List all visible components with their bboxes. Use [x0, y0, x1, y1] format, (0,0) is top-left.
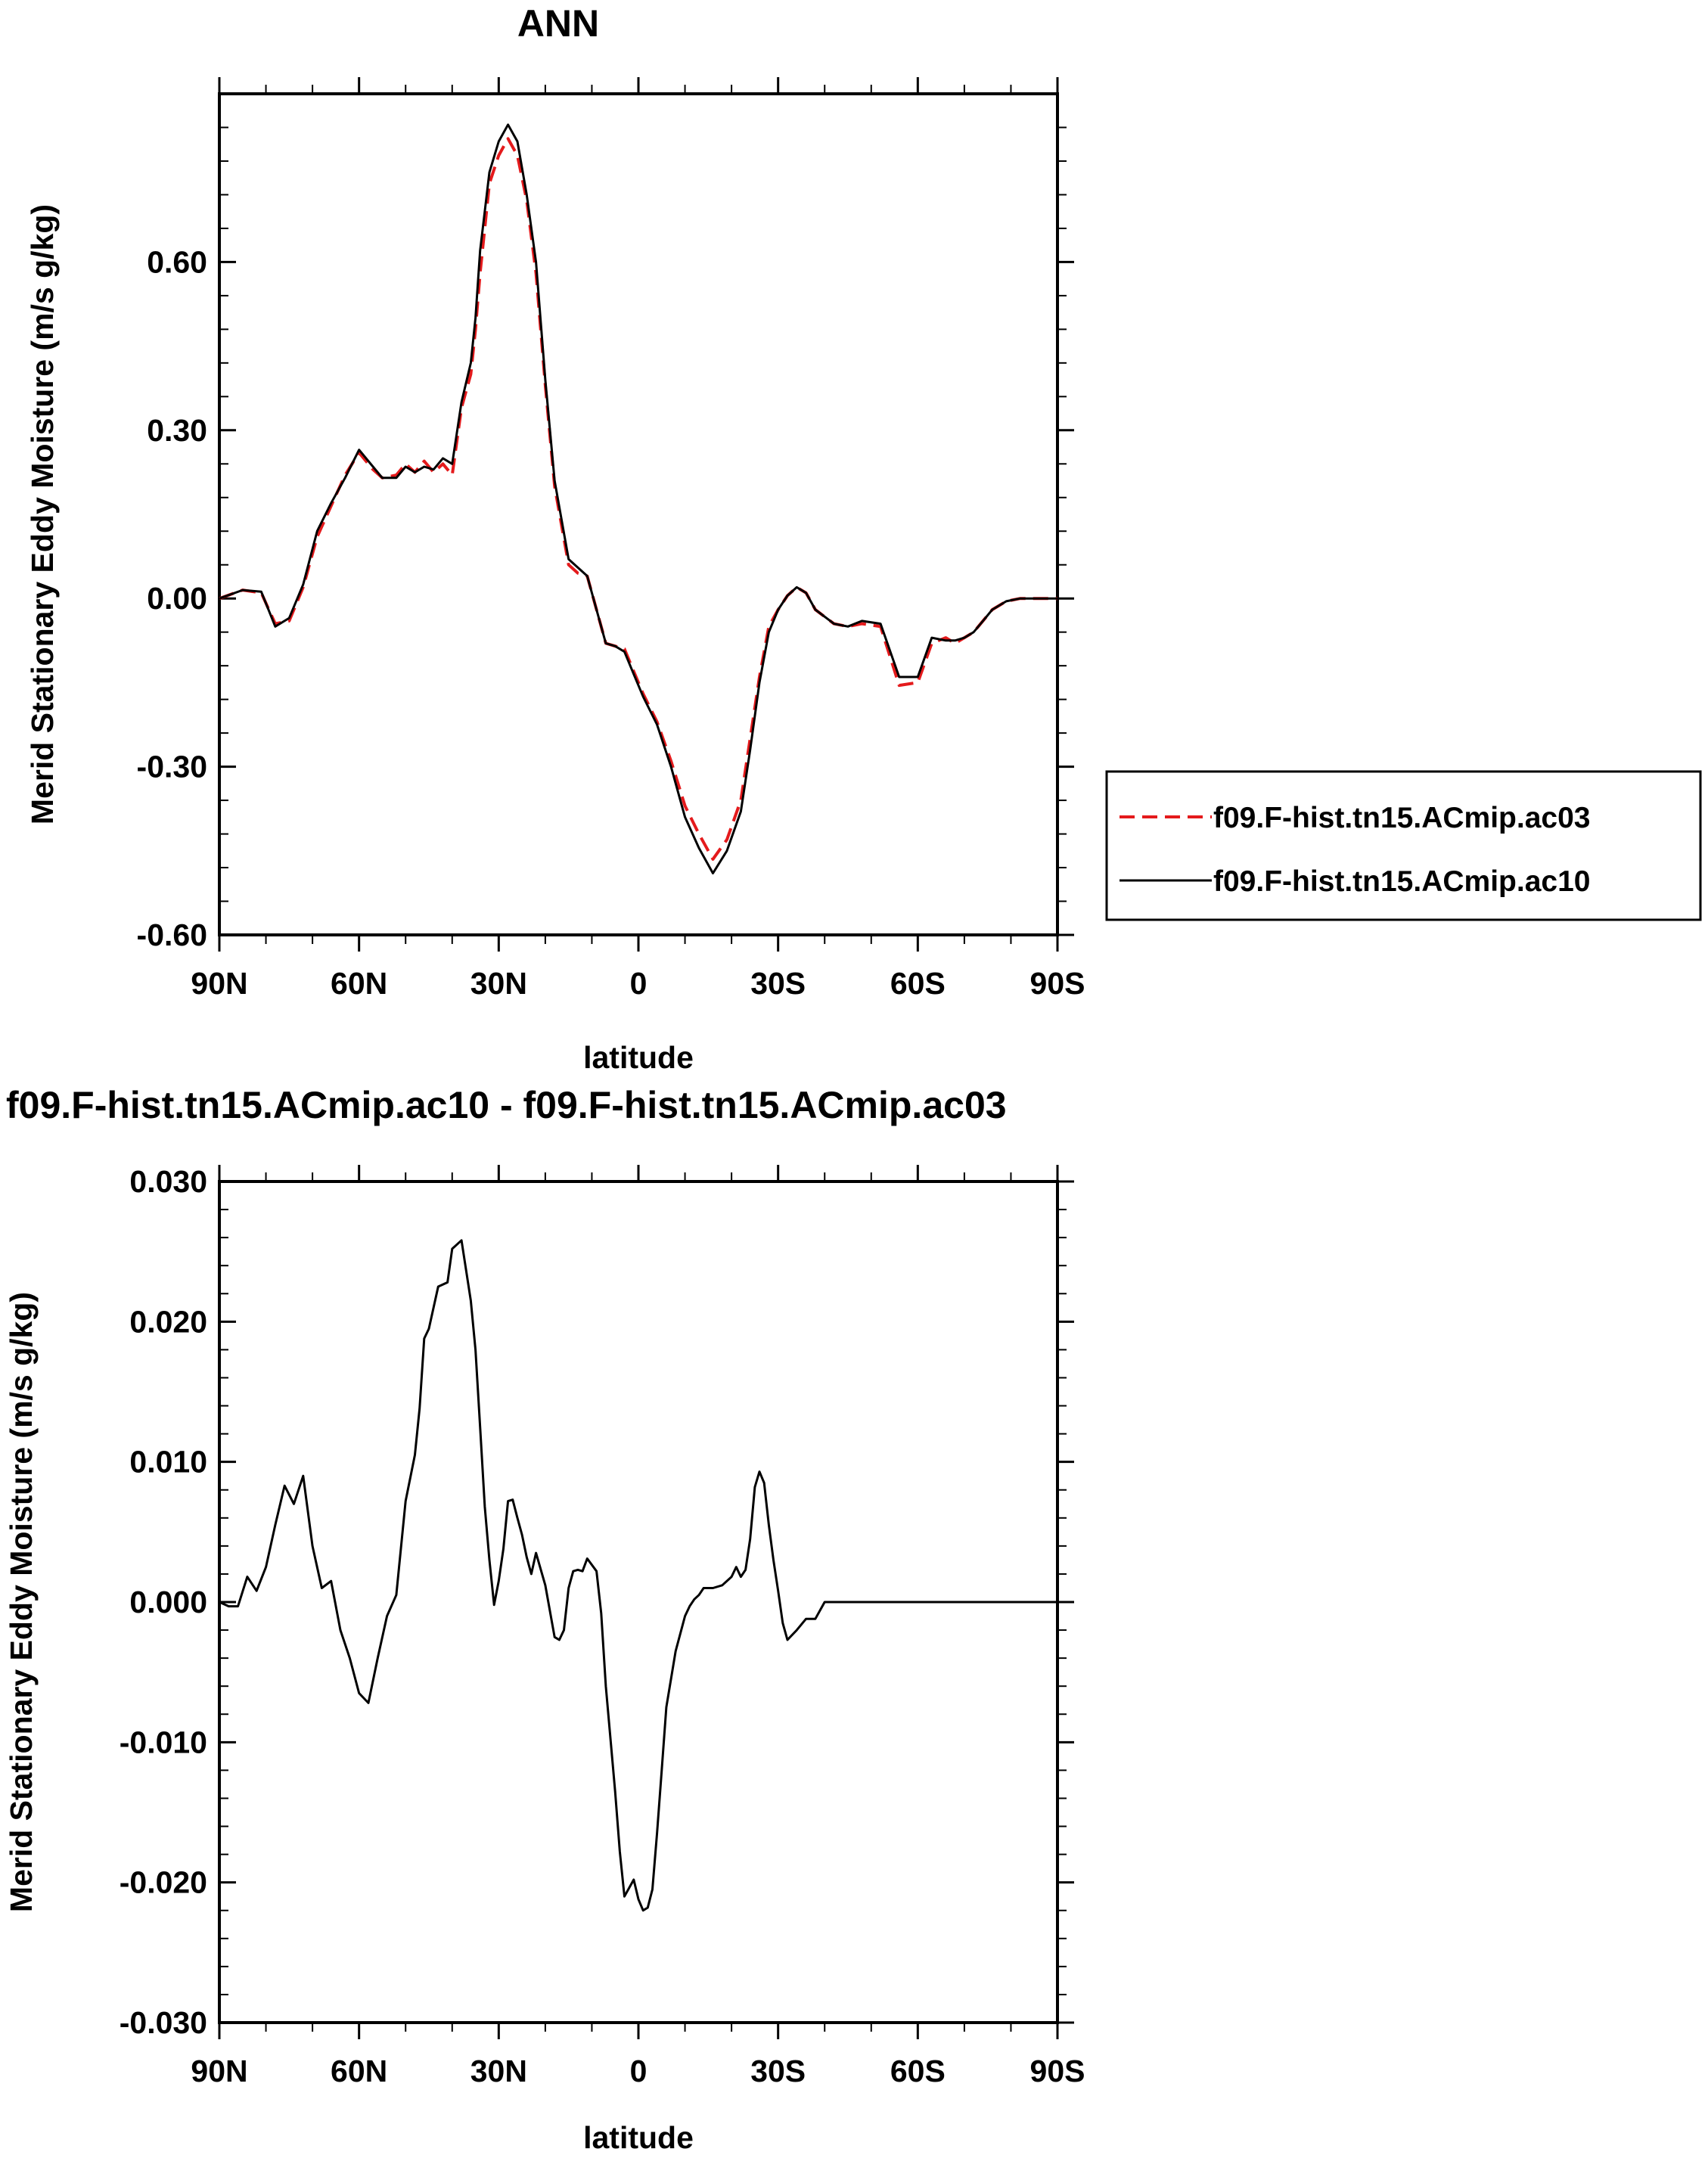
- legend-label-ac03: f09.F-hist.tn15.ACmip.ac03: [1213, 802, 1590, 834]
- top-axis-ticks: 90N 60N 30N 0 30S 60S 90S -0.60 -0.30 0.00 0.30 0.6…: [137, 77, 1085, 1001]
- top-x-tick-label: 0: [630, 966, 647, 1001]
- top-x-tick-label: 30N: [470, 966, 527, 1001]
- bottom-series-lines: [219, 1239, 1057, 1912]
- bottom-y-tick-label: 0.020: [129, 1304, 207, 1339]
- bottom-y-tick-label: -0.030: [120, 2005, 207, 2040]
- legend-label-ac10: f09.F-hist.tn15.ACmip.ac10: [1213, 865, 1590, 898]
- bottom-axis-ticks: 90N 60N 30N 0 30S 60S 90S -0.030 -0.020 -0.010 0.0…: [120, 1164, 1085, 2088]
- bottom-y-tick-label: -0.010: [120, 1725, 207, 1759]
- bottom-x-tick-label: 60N: [331, 2054, 387, 2088]
- top-x-tick-label: 60N: [331, 966, 387, 1001]
- bottom-y-tick-label: 0.030: [129, 1164, 207, 1199]
- bottom-y-axis-label: Merid Stationary Eddy Moisture (m/s g/kg…: [4, 1292, 39, 1912]
- bottom-x-tick-label: 0: [630, 2054, 647, 2088]
- top-x-tick-label: 30S: [750, 966, 806, 1001]
- top-series-lines: [219, 123, 1057, 874]
- bottom-x-tick-label: 30S: [750, 2054, 806, 2088]
- bottom-y-tick-label: -0.020: [120, 1865, 207, 1900]
- top-y-tick-label: -0.60: [137, 918, 207, 952]
- bottom-x-tick-label: 30N: [470, 2054, 527, 2088]
- top-y-tick-label: -0.30: [137, 750, 207, 784]
- top-x-tick-label: 60S: [890, 966, 946, 1001]
- top-plot-frame: [218, 92, 1059, 936]
- top-x-axis-label: latitude: [583, 1040, 694, 1075]
- top-x-tick-label: 90S: [1030, 966, 1085, 1001]
- bottom-x-tick-label: 90S: [1030, 2054, 1085, 2088]
- top-y-tick-label: 0.60: [147, 244, 207, 279]
- top-chart-title: ANN: [517, 2, 599, 45]
- top-x-tick-label: 90N: [191, 966, 247, 1001]
- bottom-chart-title: f09.F-hist.tn15.ACmip.ac10 - f09.F-hist.…: [6, 1084, 1007, 1126]
- legend-box: [1105, 770, 1702, 921]
- top-series-line-0: [219, 137, 1057, 861]
- bottom-y-tick-label: 0.000: [129, 1585, 207, 1619]
- bottom-x-axis-label: latitude: [583, 2120, 694, 2155]
- top-y-axis-label: Merid Stationary Eddy Moisture (m/s g/kg…: [25, 204, 60, 824]
- top-y-tick-label: 0.30: [147, 413, 207, 448]
- bottom-x-tick-label: 60S: [890, 2054, 946, 2088]
- top-y-tick-label: 0.00: [147, 581, 207, 616]
- bottom-panel: f09.F-hist.tn15.ACmip.ac10 - f09.F-hist.…: [4, 1084, 1085, 2155]
- top-panel: ANN 90N 60N 30N 0 30S 60S 90S -0.60 -0.30 0.00 0.3…: [25, 2, 1702, 1075]
- bottom-x-tick-label: 90N: [191, 2054, 247, 2088]
- bottom-series-line-0: [219, 1239, 1057, 1912]
- legend: f09.F-hist.tn15.ACmip.ac03 f09.F-hist.tn…: [1105, 770, 1702, 921]
- bottom-y-tick-label: 0.010: [129, 1445, 207, 1480]
- top-series-line-1: [219, 123, 1057, 874]
